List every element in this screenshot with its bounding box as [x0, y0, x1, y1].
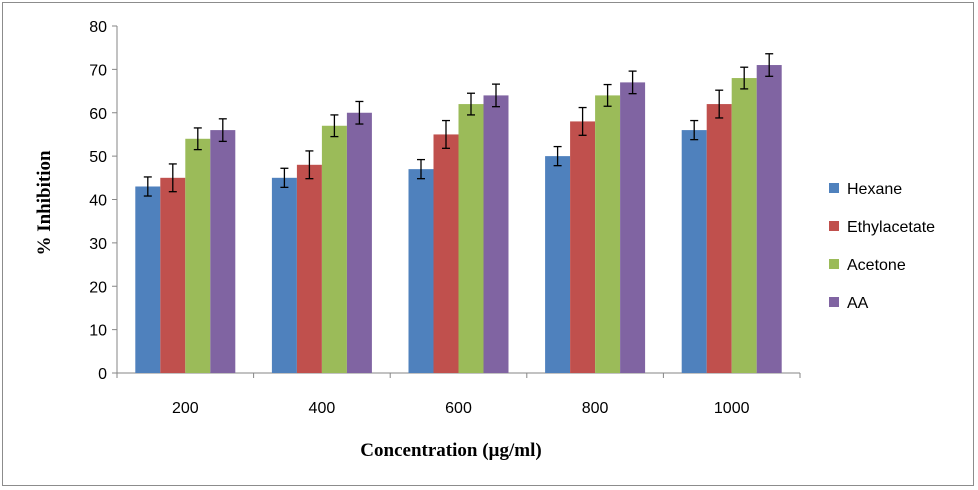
- y-tick-label: 50: [89, 149, 107, 166]
- y-axis: 0 10 20 30 40 50 60 70 80: [89, 19, 118, 383]
- error-bar-ethylacetate-600: [442, 119, 450, 149]
- legend-swatch: [829, 259, 839, 269]
- legend: Hexane Ethylacetate Acetone AA: [829, 181, 935, 312]
- bar-aa-800: [620, 82, 646, 373]
- error-bar-aa-800: [628, 70, 637, 95]
- x-tick-label: 1000: [714, 400, 750, 417]
- legend-label: Ethylacetate: [847, 219, 935, 236]
- y-tick-label: 20: [89, 279, 107, 296]
- error-bar-acetone-200: [193, 127, 202, 151]
- error-bar-acetone-1000: [740, 66, 749, 90]
- y-tick-label: 70: [89, 62, 107, 79]
- error-bar-aa-400: [355, 100, 364, 125]
- error-bar-acetone-800: [603, 83, 612, 107]
- bars-group: [135, 65, 782, 374]
- error-bar-aa-1000: [765, 53, 774, 77]
- legend-label: Acetone: [847, 257, 906, 274]
- bar-acetone-800: [595, 95, 621, 374]
- x-tick-label: 600: [445, 400, 472, 417]
- bar-acetone-1000: [731, 78, 757, 374]
- error-bar-hexane-800: [553, 145, 562, 167]
- bar-aa-600: [483, 95, 509, 374]
- error-bar-acetone-400: [330, 114, 339, 138]
- y-tick-label: 0: [98, 366, 107, 383]
- error-bar-hexane-1000: [690, 119, 699, 141]
- x-tick-label: 200: [172, 400, 199, 417]
- bar-aa-400: [346, 112, 372, 373]
- y-tick-label: 30: [89, 236, 107, 253]
- error-bar-acetone-600: [467, 92, 475, 116]
- bar-aa-200: [210, 130, 236, 373]
- bar-ethylacetate-800: [570, 121, 596, 373]
- bar-hexane-800: [545, 156, 571, 373]
- bar-hexane-200: [135, 186, 161, 373]
- y-tick-label: 60: [89, 106, 107, 123]
- error-bar-aa-200: [218, 118, 227, 143]
- error-bar-ethylacetate-400: [305, 150, 314, 180]
- bar-acetone-600: [458, 104, 484, 373]
- bar-hexane-400: [271, 177, 297, 373]
- bar-hexane-1000: [681, 130, 707, 373]
- error-bar-ethylacetate-800: [578, 106, 587, 136]
- y-tick-label: 40: [89, 193, 107, 210]
- x-axis: 200 400 600 800 1000: [116, 372, 801, 417]
- legend-item-aa: AA: [829, 295, 869, 312]
- bar-ethylacetate-400: [296, 164, 322, 373]
- error-bar-ethylacetate-200: [168, 163, 177, 193]
- legend-item-hexane: Hexane: [829, 181, 902, 198]
- error-bars-group: [143, 53, 774, 197]
- bar-hexane-600: [408, 169, 434, 373]
- bar-ethylacetate-200: [160, 177, 186, 373]
- error-bar-hexane-400: [280, 167, 289, 189]
- legend-swatch: [829, 183, 839, 193]
- bar-acetone-200: [185, 138, 211, 373]
- error-bar-ethylacetate-1000: [715, 89, 724, 119]
- legend-swatch: [829, 297, 839, 307]
- bar-ethylacetate-600: [433, 134, 459, 373]
- legend-label: AA: [847, 295, 869, 312]
- legend-item-ethylacetate: Ethylacetate: [829, 219, 935, 236]
- bar-aa-1000: [756, 65, 782, 373]
- x-tick-label: 800: [582, 400, 609, 417]
- error-bar-aa-600: [492, 83, 500, 108]
- bar-acetone-400: [321, 125, 347, 373]
- error-bar-hexane-600: [417, 158, 425, 180]
- x-tick-label: 400: [309, 400, 336, 417]
- x-axis-title: Concentration (µg/ml): [360, 440, 541, 461]
- y-tick-label: 10: [89, 323, 107, 340]
- legend-swatch: [829, 221, 839, 231]
- bar-ethylacetate-1000: [706, 104, 732, 373]
- legend-label: Hexane: [847, 181, 902, 198]
- y-axis-title: % Inhibition: [34, 150, 55, 256]
- y-tick-label: 80: [89, 19, 107, 36]
- error-bar-hexane-200: [143, 176, 152, 197]
- legend-item-acetone: Acetone: [829, 257, 906, 274]
